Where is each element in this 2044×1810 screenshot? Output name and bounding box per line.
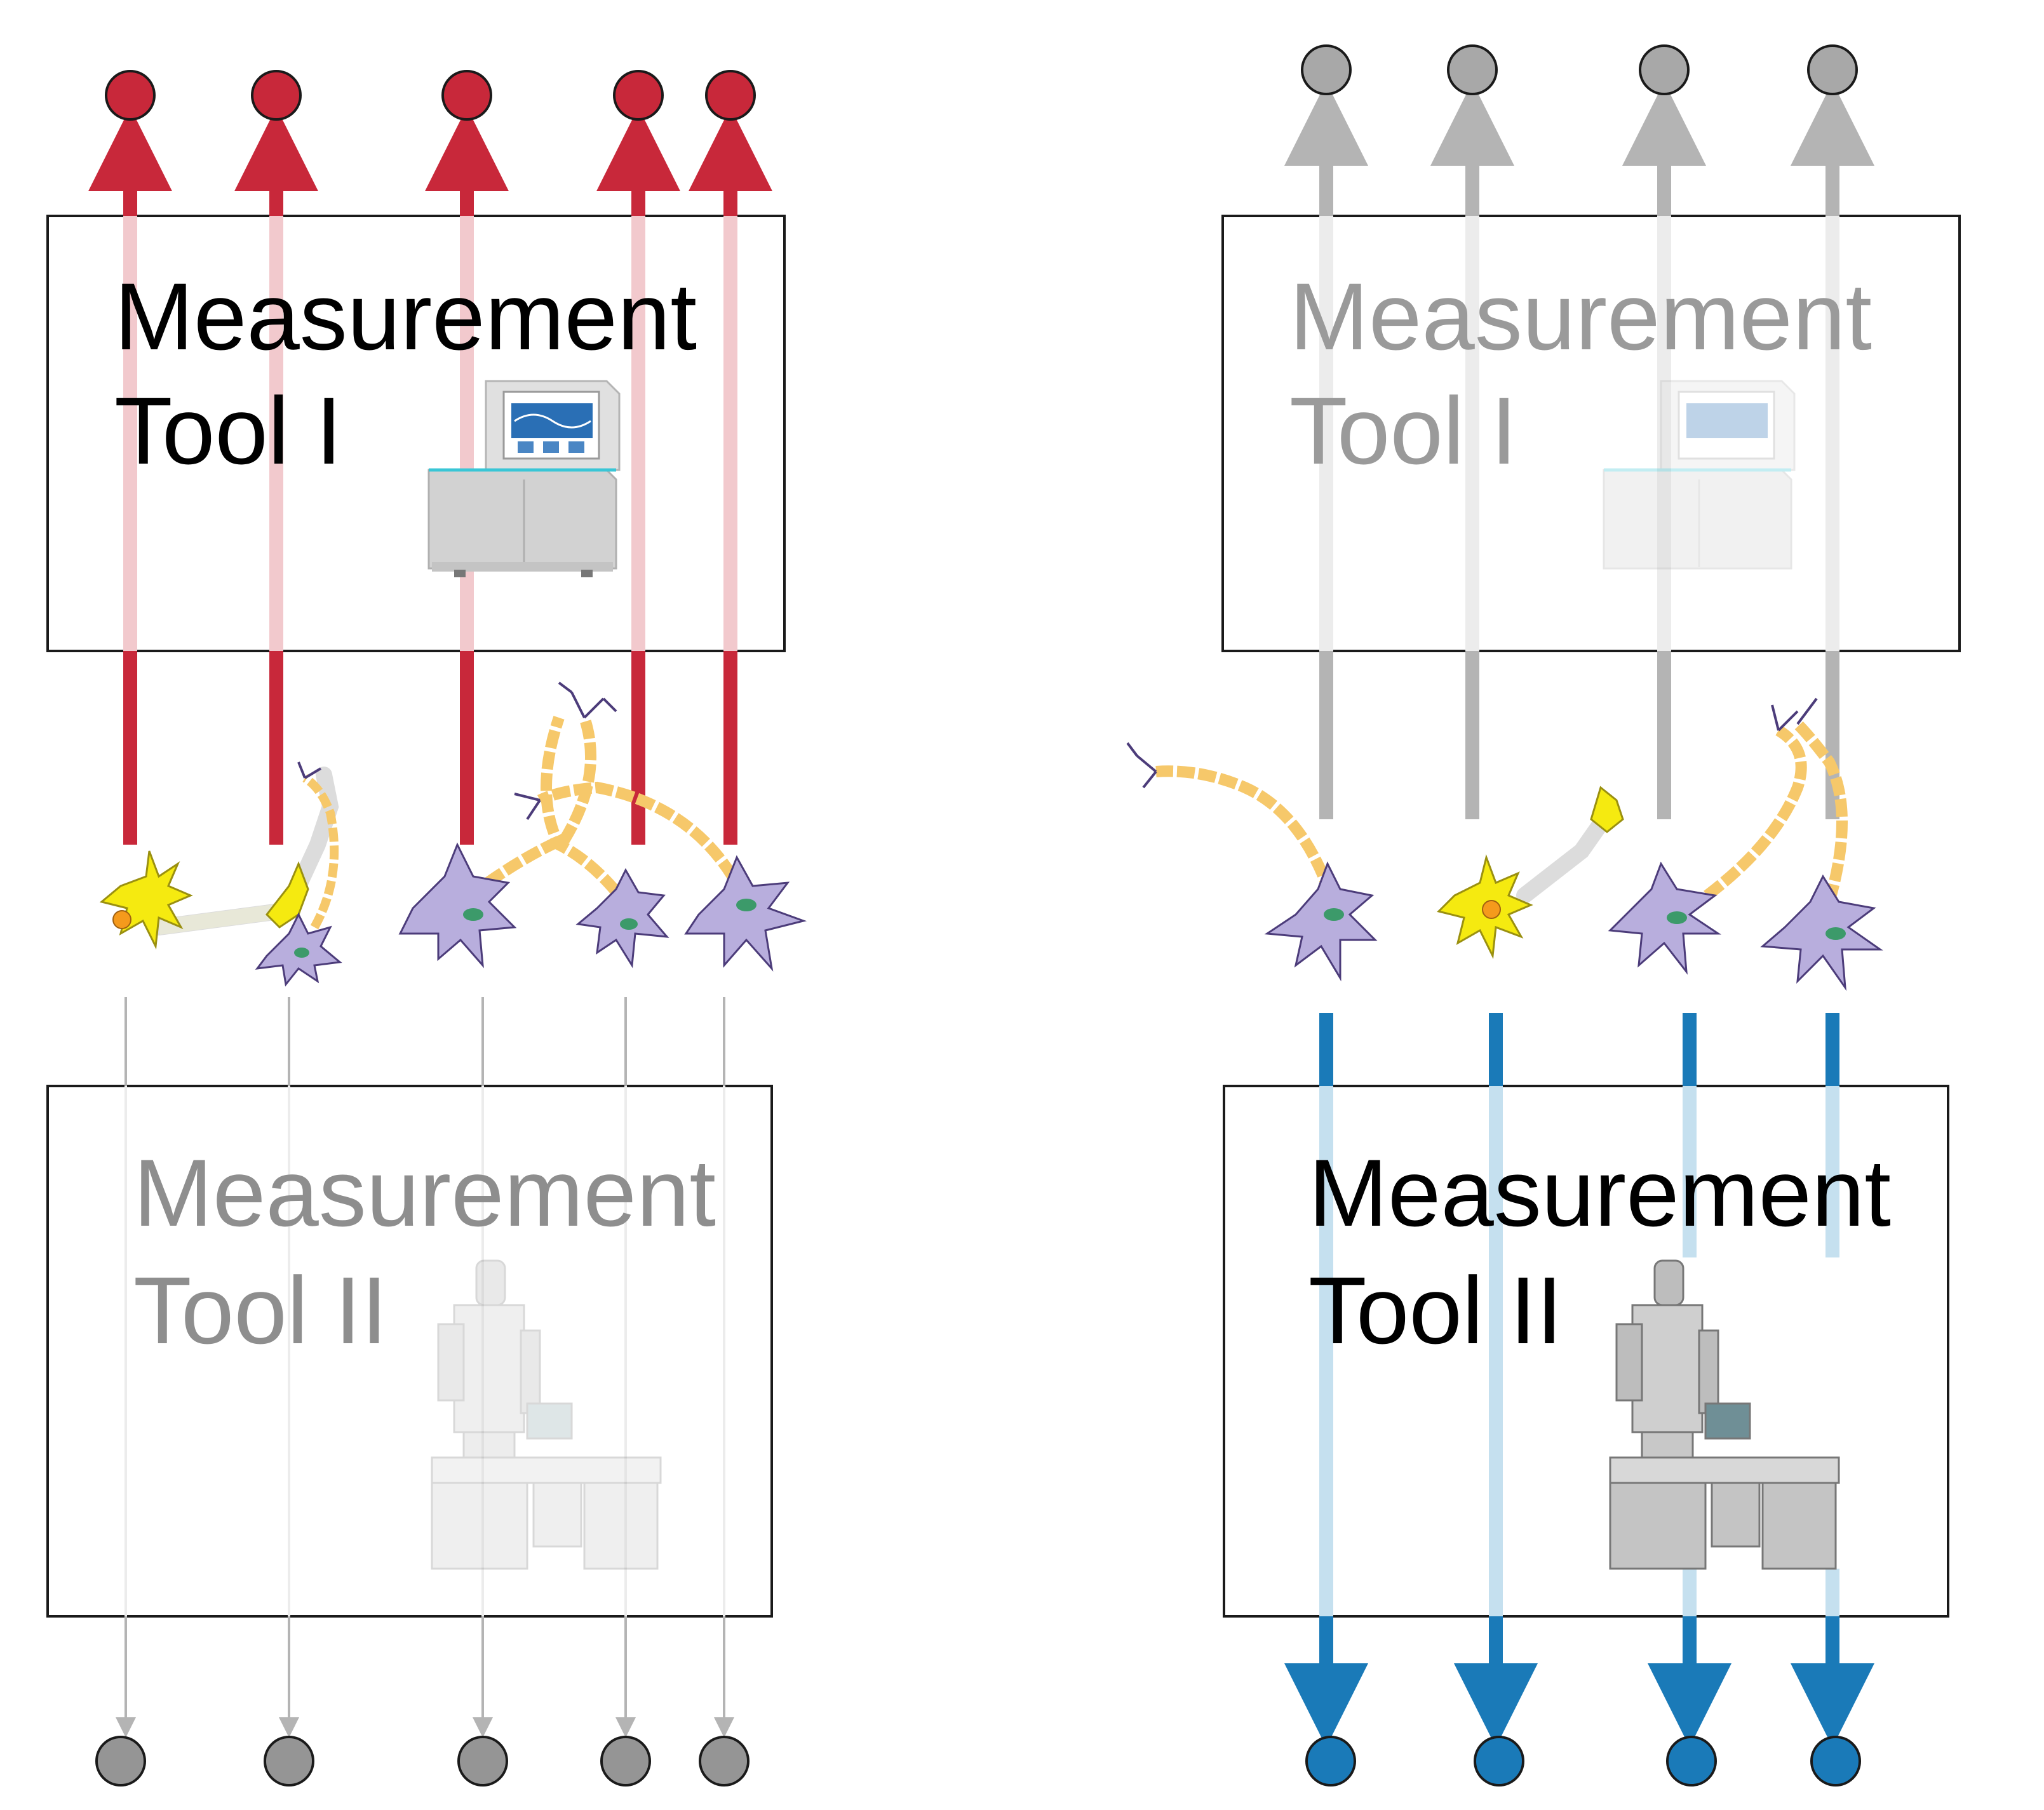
gray-output-2 <box>264 1736 314 1787</box>
gray-output-top-2 <box>1447 44 1498 95</box>
right-tool-one-label: Measurement Tool I <box>1289 263 1899 484</box>
neuron-icon <box>1126 742 1378 982</box>
blue-output-1 <box>1305 1736 1356 1787</box>
left-tool-one-label: Measurement Tool I <box>114 263 723 484</box>
neuron-icon <box>537 781 807 972</box>
right-panel: Measurement Tool I Measurement Tool II <box>1126 44 1961 1787</box>
red-output-1 <box>105 70 156 121</box>
left-tool-two-box <box>46 1085 773 1618</box>
gray-output-top-1 <box>1301 44 1352 95</box>
neuron-icon <box>398 716 596 969</box>
red-output-3 <box>441 70 492 121</box>
left-red-outputs <box>105 70 756 121</box>
electron-microscope-icon <box>431 1259 662 1570</box>
red-output-4 <box>613 70 664 121</box>
left-neurons <box>99 681 807 987</box>
gray-output-5 <box>699 1736 750 1787</box>
right-blue-outputs <box>1305 1736 1861 1787</box>
sequencer-machine-icon <box>1603 380 1796 570</box>
neuron-icon <box>541 716 669 969</box>
left-red-arrows <box>88 107 772 845</box>
sequencer-machine-icon <box>427 380 621 577</box>
blue-output-4 <box>1810 1736 1861 1787</box>
neuron-icon <box>1760 697 1883 991</box>
left-gray-outputs <box>95 1736 750 1787</box>
red-output-5 <box>705 70 756 121</box>
electron-microscope-icon <box>1609 1259 1840 1570</box>
gray-output-1 <box>95 1736 146 1787</box>
right-blue-arrows <box>1284 1013 1874 1747</box>
left-panel: Measurement Tool I Measurement Tool II <box>46 70 807 1787</box>
right-gray-arrows <box>1284 82 1874 819</box>
left-tool-two-label: Measurement Tool II <box>133 1139 743 1364</box>
right-neurons <box>1126 697 1883 991</box>
right-tool-two-label: Measurement Tool II <box>1308 1139 1918 1364</box>
red-output-2 <box>251 70 302 121</box>
neuron-icon <box>1437 786 1624 960</box>
gray-output-4 <box>600 1736 651 1787</box>
left-tool-one-box <box>46 215 786 652</box>
blue-output-3 <box>1666 1736 1717 1787</box>
gray-output-top-3 <box>1639 44 1690 95</box>
neuron-icon <box>1608 725 1807 975</box>
right-gray-outputs <box>1301 44 1858 95</box>
gray-output-3 <box>457 1736 508 1787</box>
left-gray-arrows <box>116 997 734 1738</box>
blue-output-2 <box>1474 1736 1524 1787</box>
gray-output-top-4 <box>1807 44 1858 95</box>
neuron-icon <box>255 774 342 987</box>
